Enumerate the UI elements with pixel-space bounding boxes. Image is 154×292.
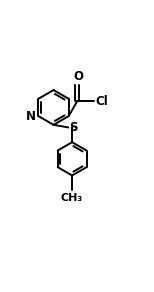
Text: O: O xyxy=(74,70,84,83)
Text: CH₃: CH₃ xyxy=(61,192,83,203)
Text: S: S xyxy=(69,121,78,134)
Text: N: N xyxy=(26,110,36,124)
Text: Cl: Cl xyxy=(95,95,108,107)
